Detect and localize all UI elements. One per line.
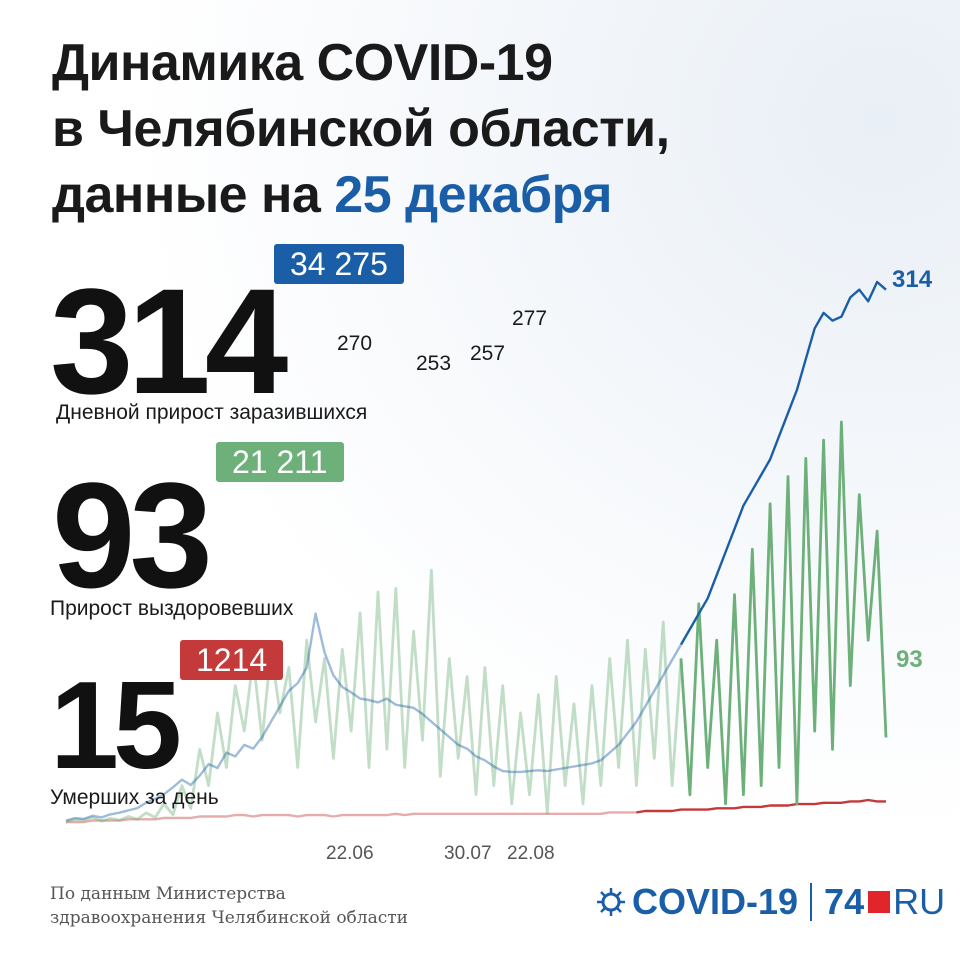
series-line-cases-faded [65,612,683,822]
logo-covid-text: COVID-19 [632,881,799,922]
recovered-value: 93 [52,451,213,619]
deaths-caption: Умерших за день [50,786,219,809]
logo-ru-text: RU [893,881,946,922]
cases-value: 314 [50,257,288,425]
deaths-total-badge: 1214 [180,640,284,680]
peak-label-2: 253 [416,352,452,375]
cases-total-badge: 34 275 [274,244,404,284]
x-tick-22-08: 22.08 [507,843,555,864]
title-date: 25 декабря [334,166,612,224]
covid-74ru-logo: COVID-19 74 RU [596,878,945,926]
source-line-1: По данным Министерства [50,884,286,904]
recovered-caption: Прирост выздоровевших [50,597,294,620]
logo-divider [810,883,813,921]
series-line-deaths-recent [636,798,886,814]
data-source: По данным Министерства здравоохранения Ч… [50,882,408,930]
series-line-deaths-faded [66,811,637,824]
title-line-2: в Челябинской области, [52,100,670,158]
x-tick-22-06: 22.06 [326,843,374,864]
series-line-cases-recent [679,280,887,646]
peak-label-4: 277 [512,307,548,330]
end-label-recovered: 93 [896,646,923,673]
deaths-value: 15 [50,657,182,795]
source-line-2: здравоохранения Челябинской области [50,908,408,928]
title-line-3-prefix: данные на [52,166,335,224]
logo-red-square [868,891,891,913]
series-line-recovered-faded [65,568,683,824]
logo-74-text: 74 [824,881,865,922]
cases-caption: Дневной прирост заразившихся [56,401,368,424]
recovered-total-badge: 21 211 [216,442,344,482]
virus-icon [597,888,625,916]
end-label-cases: 314 [892,266,933,293]
title-line-1: Динамика COVID-19 [52,34,553,92]
page-title: Динамика COVID-19 в Челябинской области,… [52,30,670,228]
title-line-3: данные на 25 декабря [52,162,670,228]
x-tick-30-07: 30.07 [444,843,492,864]
series-line-recovered-recent [679,420,888,806]
peak-label-1: 270 [337,332,373,355]
peak-label-3: 257 [470,342,506,365]
